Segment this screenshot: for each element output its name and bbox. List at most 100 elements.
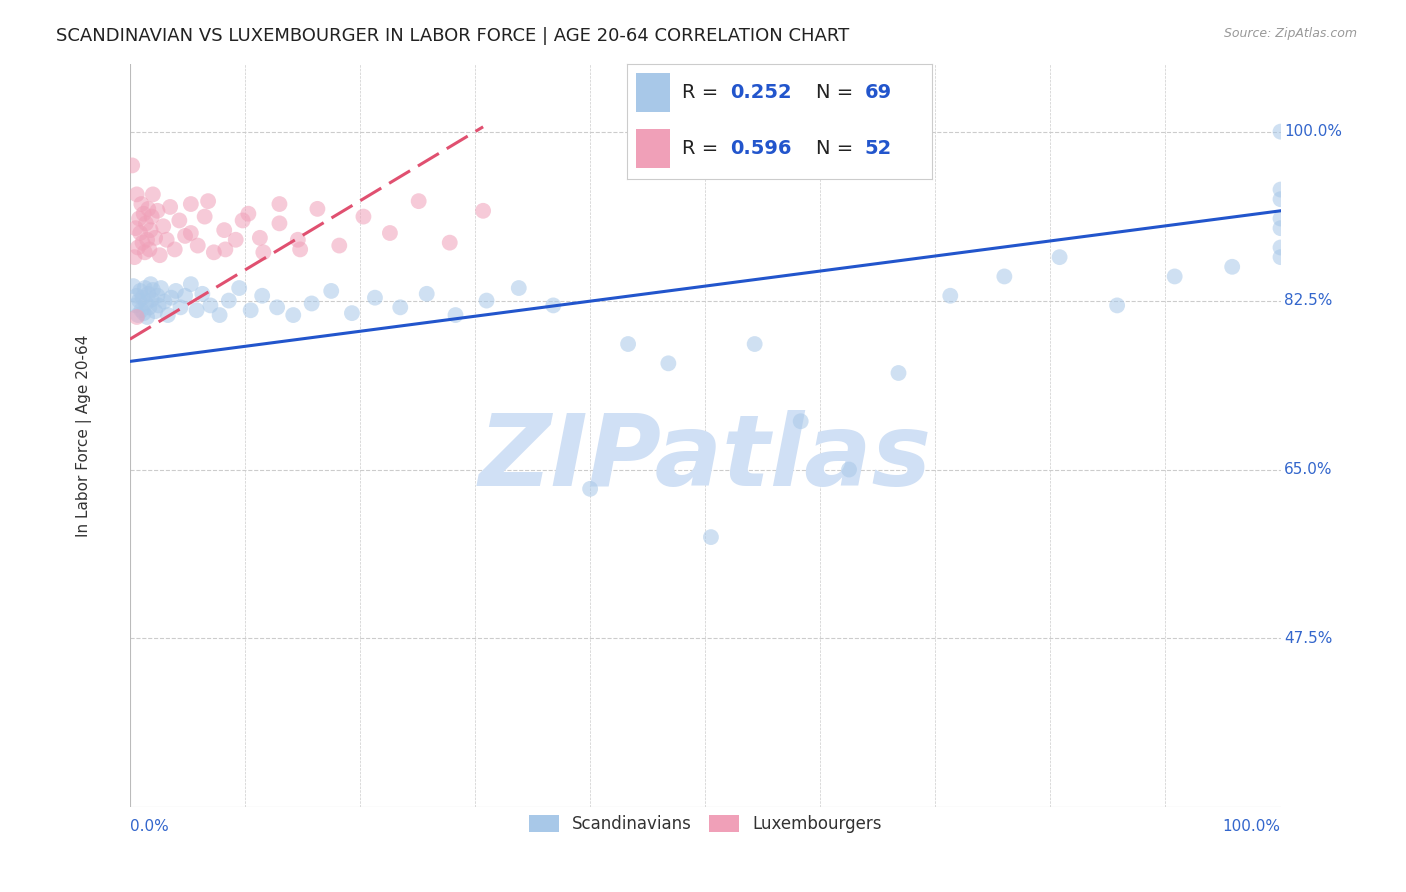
Point — [194, 210, 217, 224]
Point — [180, 226, 202, 240]
Point — [128, 293, 150, 308]
Point — [301, 296, 323, 310]
Point — [744, 337, 766, 351]
Point — [340, 306, 363, 320]
Point — [321, 284, 343, 298]
Point — [136, 310, 159, 324]
Point — [887, 366, 910, 380]
Point — [152, 219, 174, 234]
Text: 100.0%: 100.0% — [1223, 819, 1281, 834]
Point — [250, 289, 273, 303]
Point — [249, 231, 271, 245]
Point — [202, 245, 225, 260]
Point — [165, 284, 187, 298]
Point — [208, 308, 231, 322]
Point — [129, 226, 152, 240]
Legend: Scandinavians, Luxembourgers: Scandinavians, Luxembourgers — [522, 808, 889, 840]
Point — [159, 200, 181, 214]
Point — [472, 203, 495, 218]
Point — [125, 187, 148, 202]
Point — [1049, 250, 1071, 264]
Point — [153, 294, 176, 309]
Point — [143, 231, 166, 245]
Point — [228, 281, 250, 295]
Point — [1270, 211, 1292, 226]
Point — [543, 298, 565, 312]
Point — [939, 289, 962, 303]
Point — [187, 238, 209, 252]
Point — [197, 194, 219, 209]
Point — [135, 216, 157, 230]
Text: Source: ZipAtlas.com: Source: ZipAtlas.com — [1223, 27, 1357, 40]
Point — [700, 530, 723, 544]
Point — [1107, 298, 1129, 312]
Point — [475, 293, 498, 308]
Point — [352, 210, 374, 224]
Point — [579, 482, 602, 496]
Text: 0.0%: 0.0% — [129, 819, 169, 834]
Point — [180, 277, 202, 292]
Point — [124, 221, 146, 235]
Point — [143, 304, 166, 318]
Point — [617, 337, 640, 351]
Point — [212, 223, 235, 237]
Point — [128, 211, 150, 226]
Point — [1270, 125, 1292, 139]
Point — [389, 301, 412, 315]
Text: 100.0%: 100.0% — [1284, 124, 1341, 139]
Point — [169, 213, 191, 227]
Point — [1270, 221, 1292, 235]
Point — [124, 298, 146, 312]
Point — [1270, 240, 1292, 254]
Point — [200, 298, 222, 312]
Point — [416, 286, 439, 301]
Point — [238, 207, 260, 221]
Text: SCANDINAVIAN VS LUXEMBOURGER IN LABOR FORCE | AGE 20-64 CORRELATION CHART: SCANDINAVIAN VS LUXEMBOURGER IN LABOR FO… — [56, 27, 849, 45]
Point — [149, 248, 172, 262]
Point — [328, 238, 350, 252]
Point — [160, 291, 183, 305]
Point — [127, 308, 149, 322]
Point — [287, 233, 309, 247]
Text: 47.5%: 47.5% — [1284, 631, 1333, 646]
Text: ZIPatlas: ZIPatlas — [478, 409, 932, 507]
Point — [129, 284, 152, 298]
Point — [124, 250, 146, 264]
Point — [252, 245, 274, 260]
Point — [269, 197, 291, 211]
Point — [163, 243, 186, 257]
Point — [1163, 269, 1185, 284]
Point — [131, 235, 153, 250]
Point — [127, 240, 149, 254]
Point — [149, 281, 172, 295]
Point — [148, 298, 170, 312]
Point — [439, 235, 461, 250]
Point — [838, 462, 860, 476]
Point — [132, 207, 155, 221]
Point — [146, 289, 169, 303]
Point — [136, 286, 159, 301]
Point — [508, 281, 530, 295]
Point — [408, 194, 430, 209]
Point — [131, 291, 153, 305]
Point — [444, 308, 467, 322]
Point — [218, 293, 240, 308]
Point — [156, 233, 179, 247]
Point — [141, 293, 163, 307]
Point — [169, 301, 191, 315]
Point — [142, 187, 165, 202]
Point — [138, 301, 160, 315]
Point — [1220, 260, 1243, 274]
Point — [139, 277, 162, 292]
Text: In Labor Force | Age 20-64: In Labor Force | Age 20-64 — [76, 334, 91, 537]
Point — [131, 303, 153, 318]
Text: 65.0%: 65.0% — [1284, 462, 1333, 477]
Point — [146, 203, 169, 218]
Point — [789, 414, 811, 428]
Point — [232, 213, 254, 227]
Text: 82.5%: 82.5% — [1284, 293, 1333, 308]
Point — [125, 289, 148, 303]
Point — [1270, 250, 1292, 264]
Point — [141, 210, 163, 224]
Point — [378, 226, 401, 240]
